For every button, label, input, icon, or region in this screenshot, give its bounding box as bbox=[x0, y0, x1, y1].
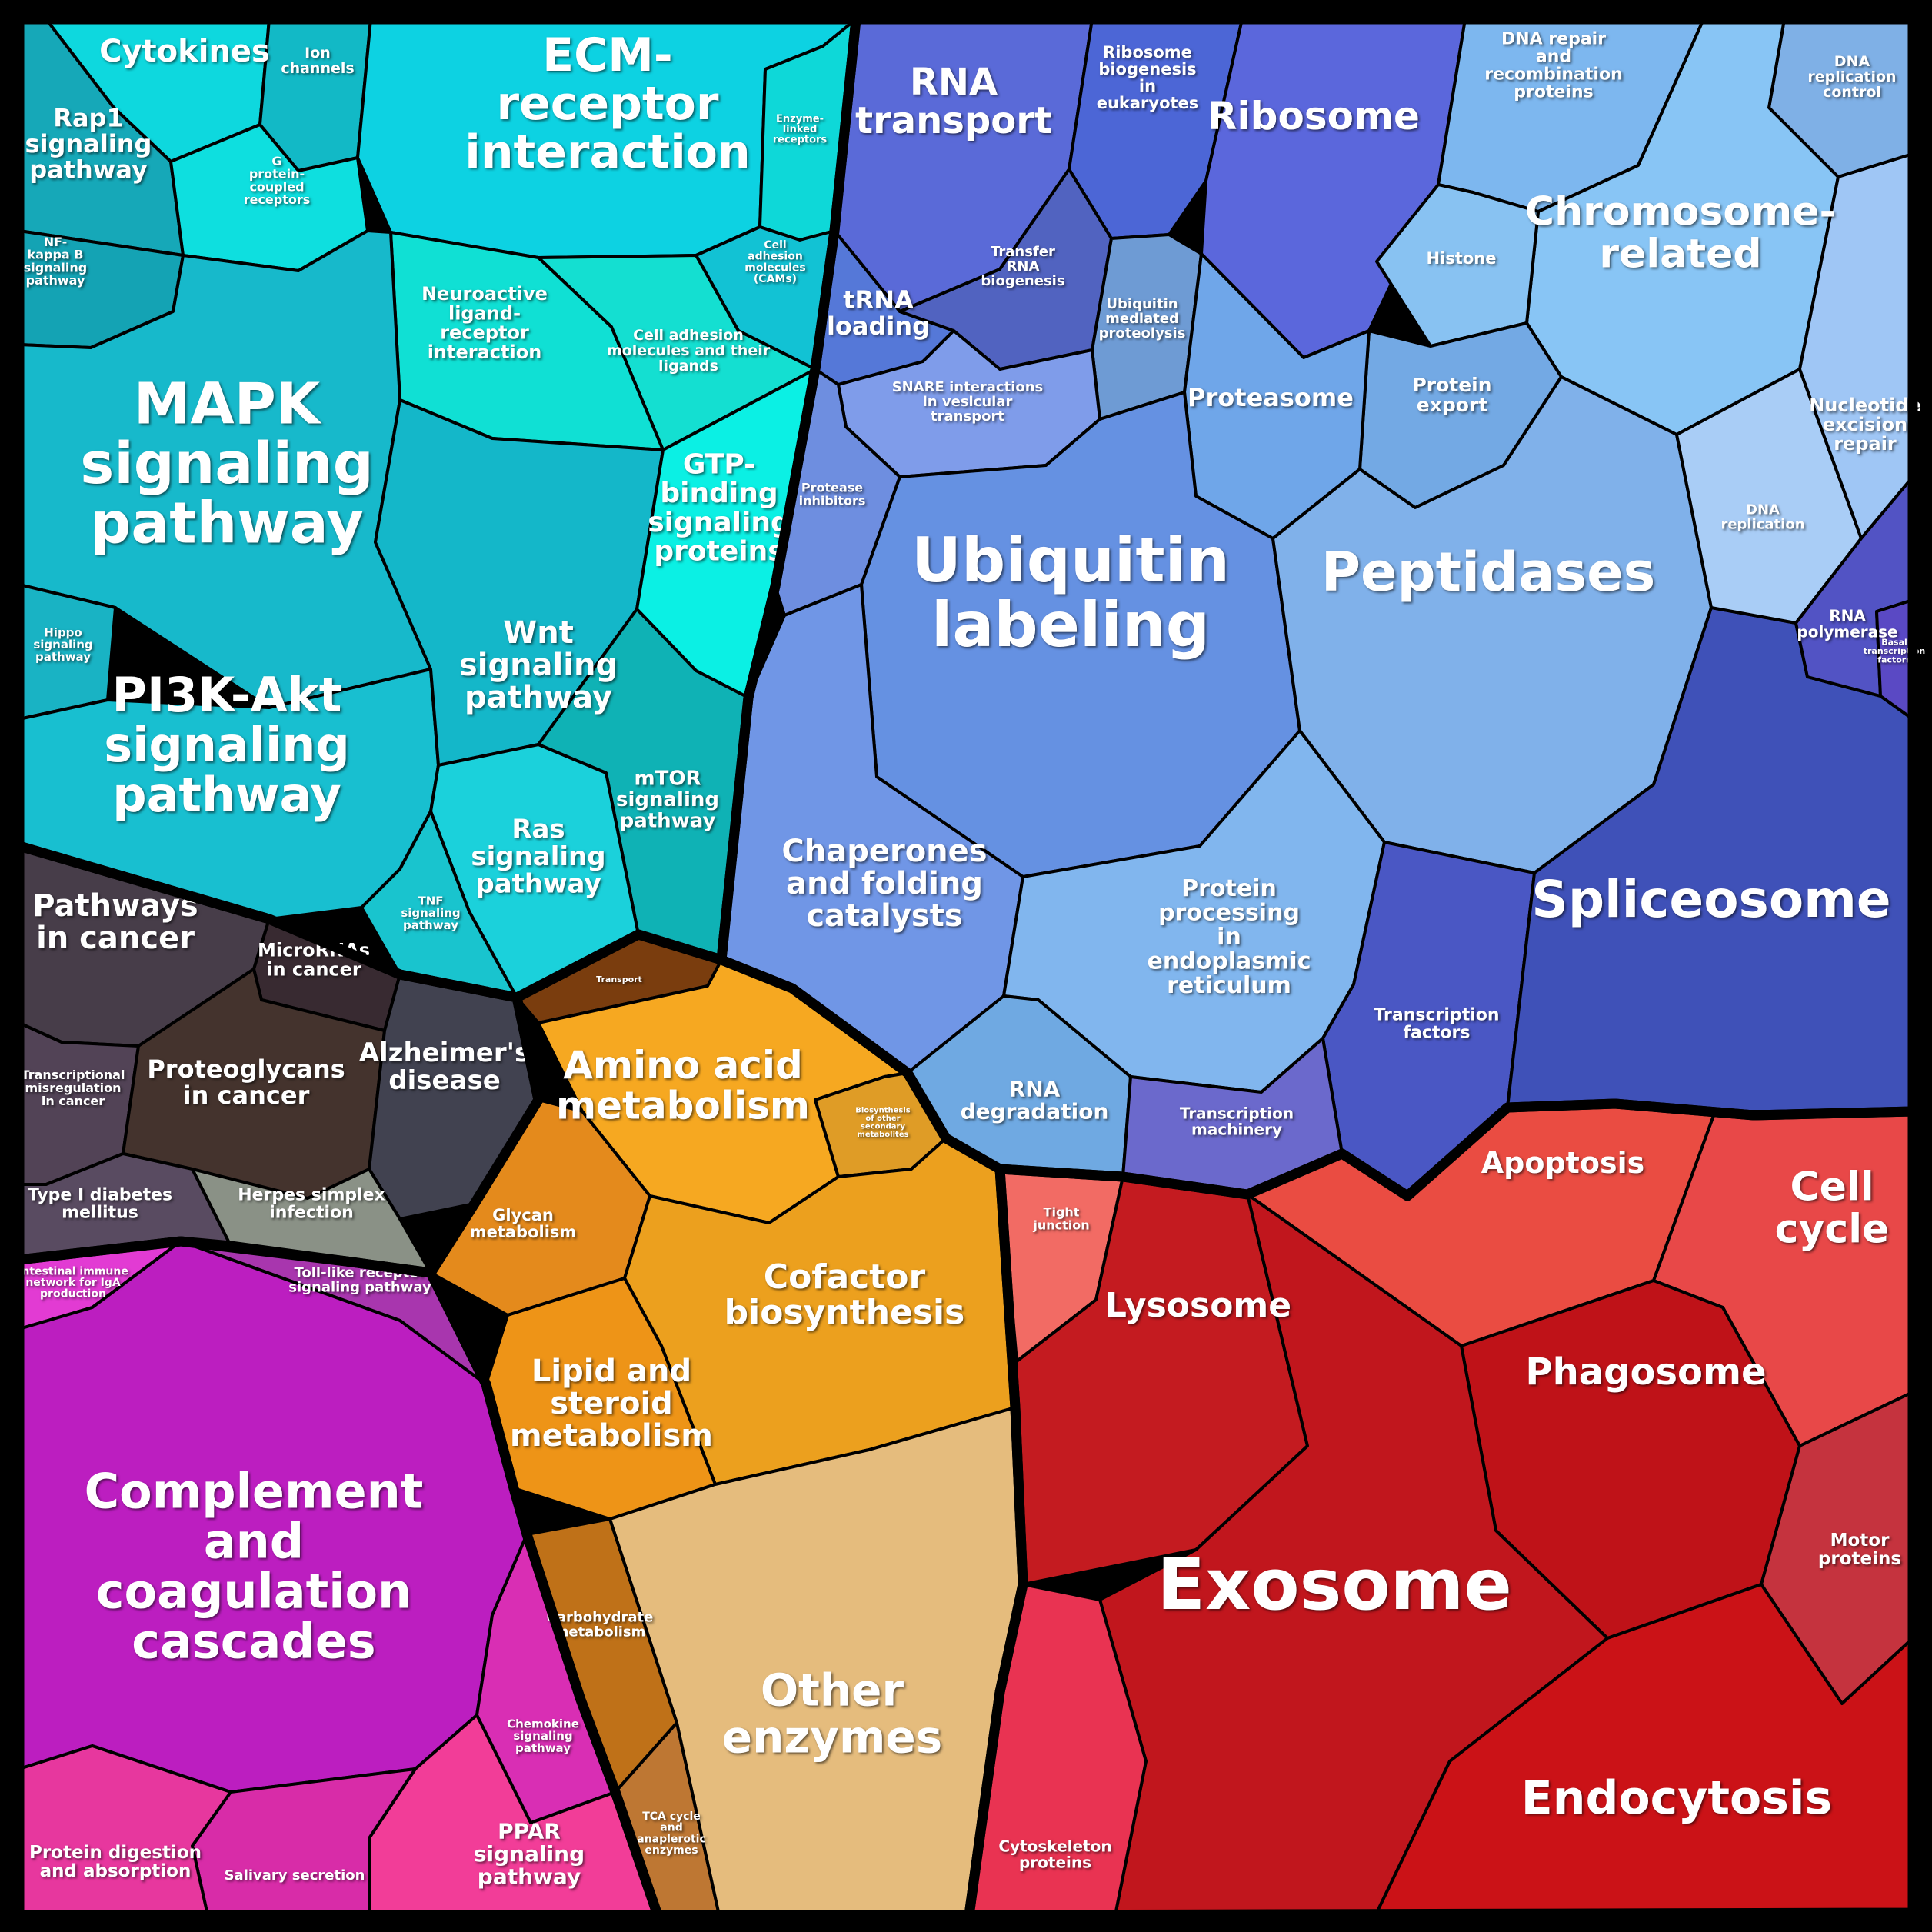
group-genetic-information-processing bbox=[720, 18, 1914, 1198]
group-signaling bbox=[18, 18, 858, 999]
group-cellular-processes bbox=[968, 1102, 1914, 1917]
cell-hippo-signaling[interactable] bbox=[18, 583, 117, 721]
